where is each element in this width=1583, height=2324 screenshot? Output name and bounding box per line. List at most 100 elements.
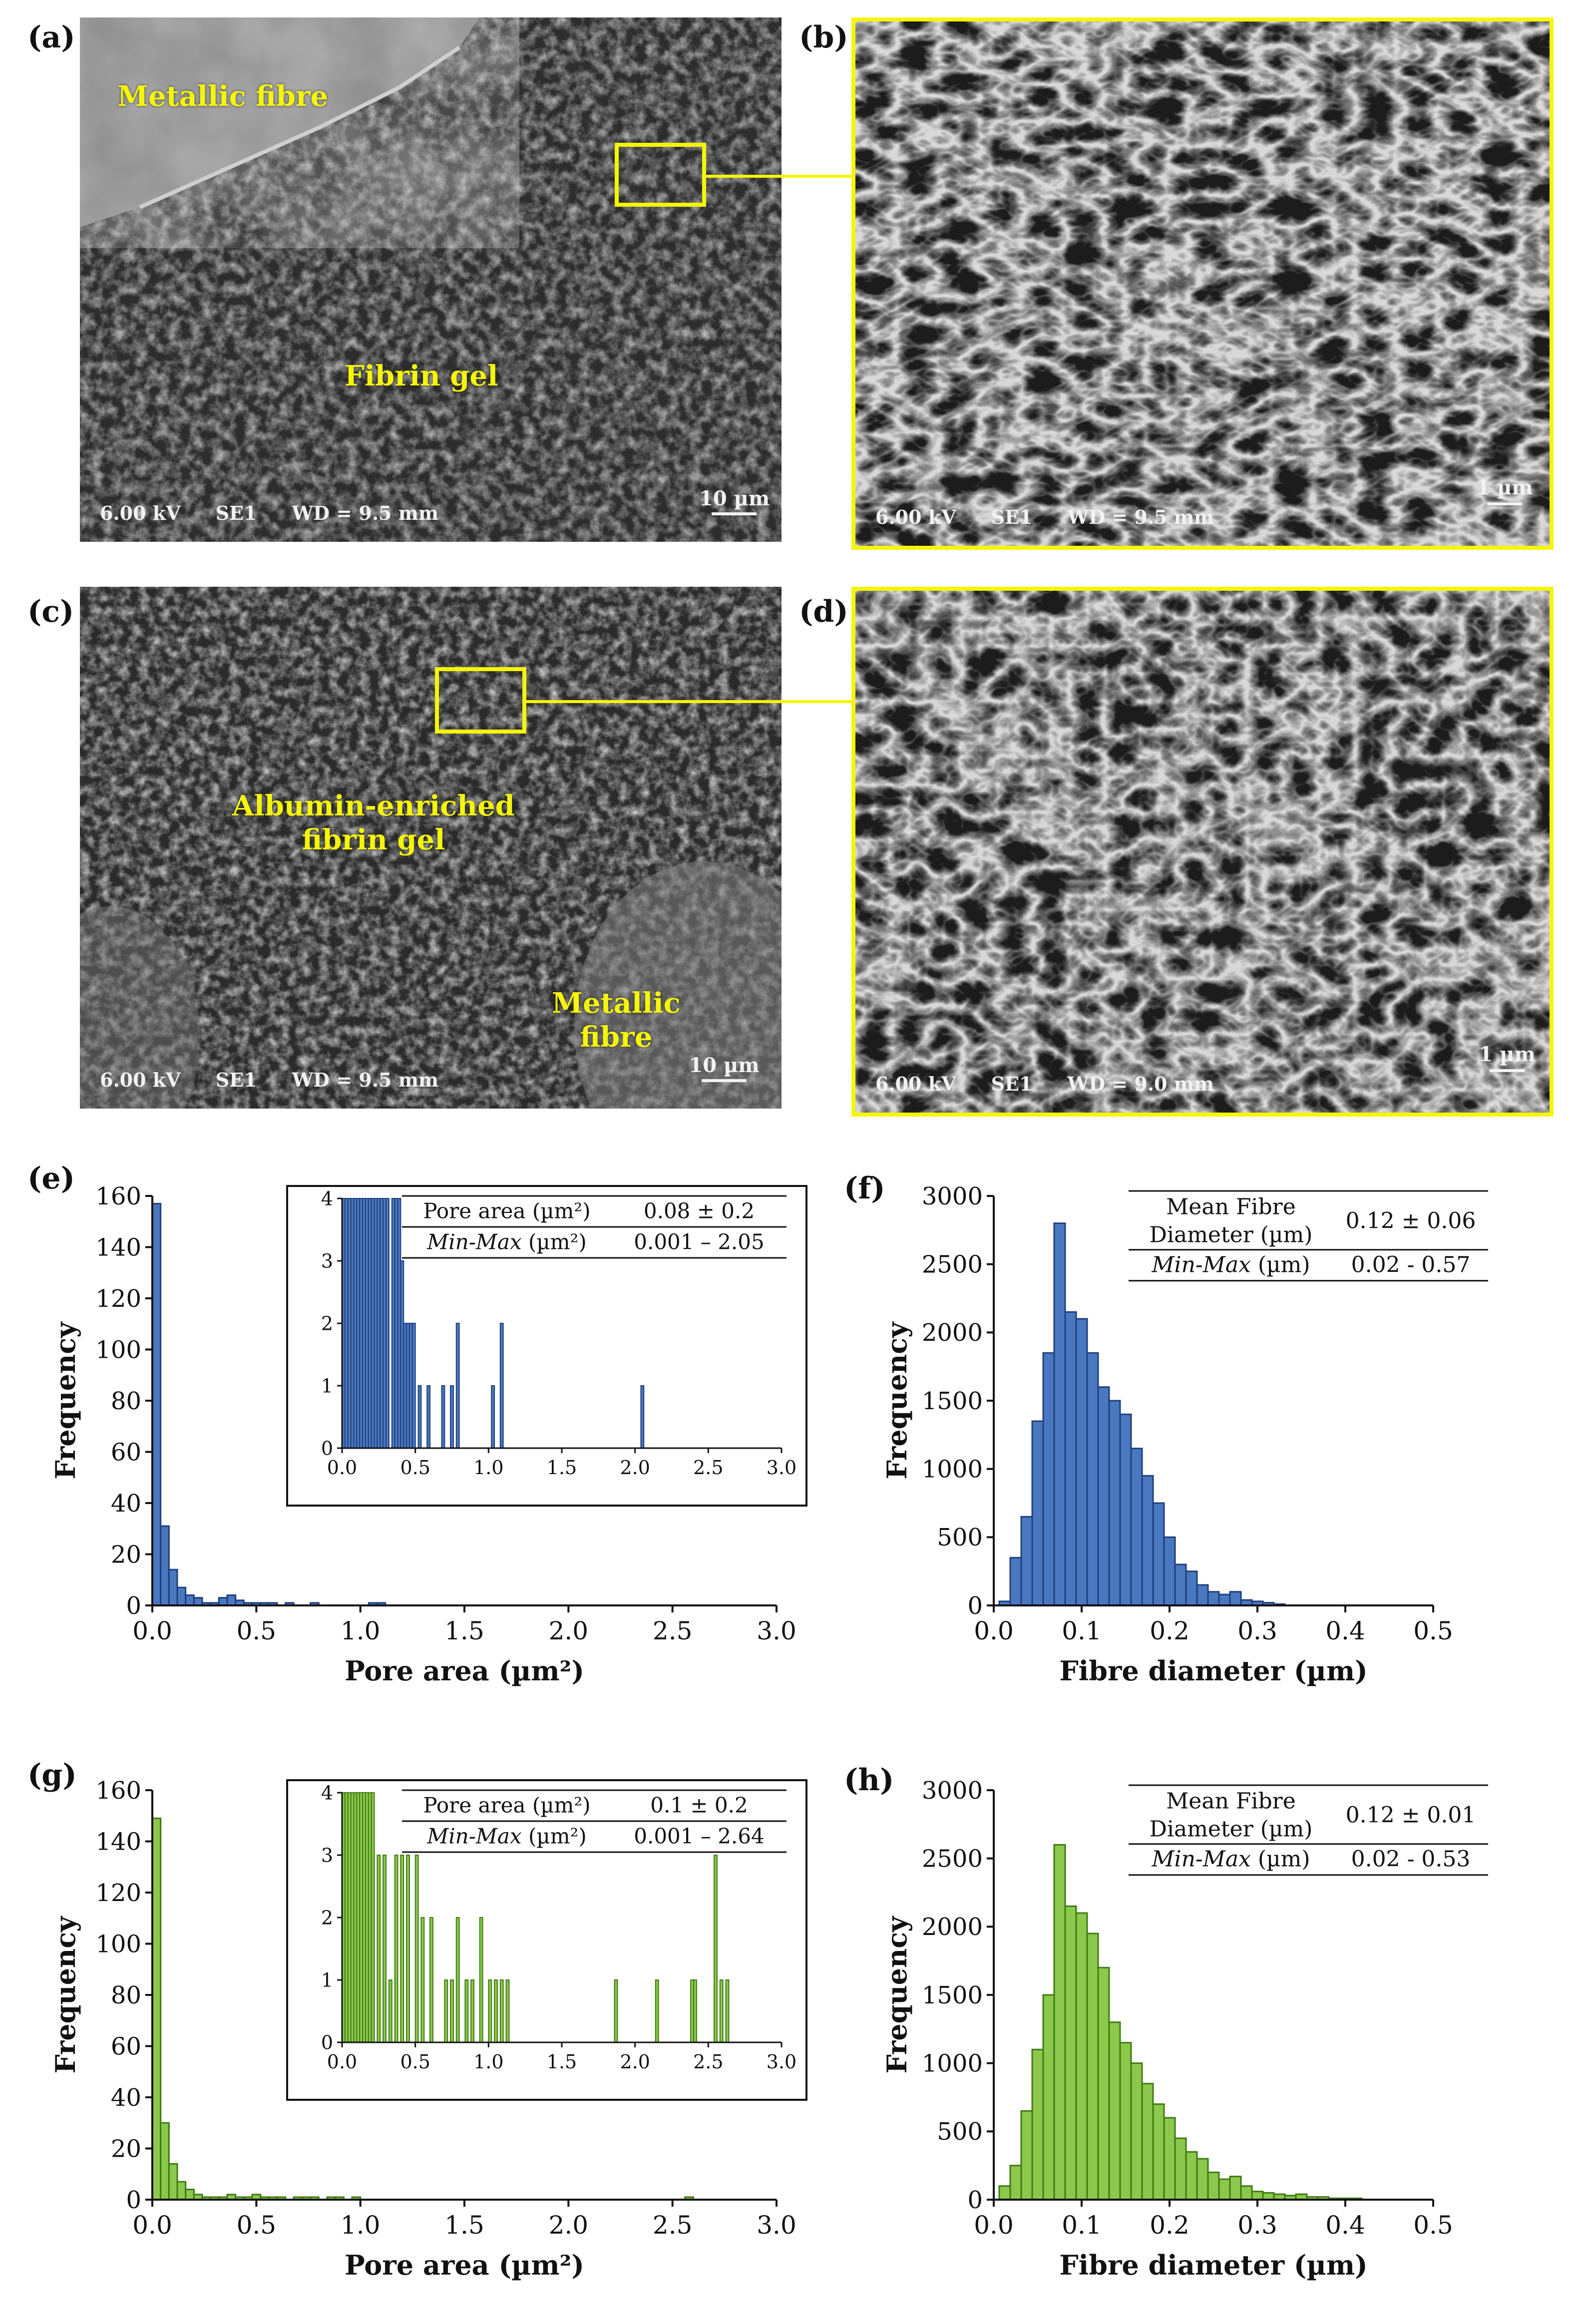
chart-e-x-axis-title: Pore area (µm²)	[345, 1655, 584, 1687]
chart-g-inset-bar	[420, 1917, 425, 2043]
chart-f-x-tick-label: 0.1	[1062, 1616, 1102, 1645]
chart-f-bar	[1086, 1352, 1099, 1606]
chart-h-bar	[1152, 2103, 1165, 2201]
chart-g-bar	[151, 1817, 162, 2201]
chart-h-bar	[1262, 2192, 1275, 2201]
chart-e-inset-bar	[491, 1385, 495, 1449]
chart-g-bar	[176, 2181, 187, 2201]
chart-f-plot: 0.0 0.1 0.2 0.3 0.4 0.5 0 500 1000 1500 2000 2500 30…	[922, 1182, 1453, 1645]
chart-g-inset-bar	[414, 1855, 419, 2043]
chart-g-inset-y-tick-label: 0	[321, 2031, 333, 2053]
chart-h-bar	[1020, 2110, 1033, 2201]
chart-g-inset-x-tick-label: 0.5	[400, 2051, 430, 2073]
chart-h-x-tick-label: 0.1	[1062, 2211, 1102, 2240]
chart-e-bar	[193, 1597, 203, 1606]
chart-g-inset-bar	[614, 1979, 618, 2043]
chart-g-x-tick-label: 0.5	[237, 2211, 277, 2240]
panel-letter-a: (a)	[27, 20, 75, 55]
scale-bar-c: 10 µm	[679, 1054, 769, 1082]
chart-h-bar	[1196, 2158, 1209, 2201]
chart-f-stats-table-label: Min-Max (µm)	[1151, 1252, 1310, 1277]
chart-g-y-tick-label: 120	[95, 1879, 141, 1907]
chart-f-bar	[1185, 1570, 1198, 1606]
chart-f-bar	[1108, 1400, 1121, 1606]
chart-e-inset-y-tick-label: 4	[321, 1187, 333, 1209]
label-metallic-fibre: Metallic fibre	[117, 80, 329, 113]
chart-h-bar	[1163, 2117, 1176, 2201]
chart-e-inset-y-tick-label: 1	[321, 1375, 333, 1397]
chart-h-x-tick-label: 0.4	[1325, 2211, 1365, 2240]
chart-g-inset-bar	[693, 1979, 697, 2043]
chart-g-bar	[185, 2189, 195, 2201]
chart-e-bar	[168, 1568, 178, 1606]
histogram-pore-area-e: 0.0 0.5 1.0 1.5 2.0 2.5 3.00204060801001201401…	[49, 1182, 807, 1687]
chart-g-inset-bar	[499, 1979, 504, 2043]
chart-h-bar	[1086, 1933, 1099, 2201]
chart-f-stats-table-value: 0.12 ± 0.06	[1346, 1208, 1476, 1233]
chart-f-bar	[1130, 1448, 1143, 1606]
fibrin-network-texture-d	[855, 591, 1550, 1113]
chart-e-y-tick-label: 160	[95, 1182, 141, 1210]
chart-h-y-tick-label: 3000	[922, 1777, 983, 1805]
chart-g-inset-y-tick-label: 2	[321, 1907, 333, 1929]
chart-g-inset-bar	[377, 1855, 381, 2043]
chart-e-inset-bar	[411, 1323, 416, 1449]
histogram-fibre-diameter-f: 0.0 0.1 0.2 0.3 0.4 0.5 0 500 1000 1500 2000 2500 30…	[881, 1182, 1488, 1687]
zoom-connector-c	[524, 700, 854, 703]
chart-h-bar	[1075, 1912, 1088, 2201]
chart-e-bar	[218, 1597, 228, 1606]
chart-g-inset-bar	[725, 1979, 730, 2043]
chart-e-inset-x-tick-label: 2.5	[693, 1457, 723, 1479]
chart-e-inset-bar	[386, 1198, 390, 1449]
chart-e-inset-y-tick-label: 0	[321, 1437, 333, 1459]
chart-h-bar	[1119, 2042, 1132, 2201]
chart-e-inset-y-tick-label: 2	[321, 1312, 333, 1334]
histogram-pore-area-g: 0.0 0.5 1.0 1.5 2.0 2.5 3.00204060801001201401…	[49, 1777, 807, 2281]
chart-e-inset-bar	[499, 1323, 504, 1449]
chart-g-inset-y-tick-label: 1	[321, 1969, 333, 1991]
chart-e-x-tick-label: 3.0	[757, 1616, 796, 1645]
chart-g-inset-bar	[429, 1917, 433, 2043]
chart-f-bar	[1218, 1593, 1231, 1606]
sem-image-d: 6.00 kV SE1 WD = 9.0 mm 1 µm	[851, 587, 1554, 1117]
chart-g-inset-bar	[444, 1979, 448, 2043]
chart-h-x-tick-label: 0.0	[974, 2211, 1014, 2240]
chart-e-inset-x-tick-label: 0.0	[327, 1457, 357, 1479]
chart-h-bar	[1009, 2165, 1022, 2201]
chart-g-bar	[168, 2163, 178, 2201]
panel-letter-f: (f)	[844, 1171, 885, 1206]
chart-e-x-tick-label: 0.5	[237, 1616, 277, 1645]
chart-g-x-tick-label: 0.0	[132, 2211, 172, 2240]
chart-g-inset-bar	[655, 1979, 659, 2043]
chart-g-x-tick-label: 1.0	[341, 2211, 381, 2240]
chart-g-inset-x-tick-label: 3.0	[767, 2051, 796, 2073]
chart-g-y-tick-label: 60	[111, 2032, 141, 2060]
sem-info-c: 6.00 kV SE1 WD = 9.5 mm	[100, 1069, 439, 1091]
chart-h-stats-table-label: Min-Max (µm)	[1151, 1846, 1310, 1872]
chart-h-bar	[1053, 1844, 1066, 2201]
chart-h-bar	[1240, 2185, 1253, 2201]
chart-h-y-tick-label: 0	[967, 2186, 983, 2214]
chart-e-y-tick-label: 40	[111, 1490, 141, 1518]
chart-g-y-tick-label: 20	[111, 2135, 141, 2163]
chart-g-stats-table-value: 0.1 ± 0.2	[650, 1793, 748, 1818]
chart-g-y-tick-label: 80	[111, 1981, 141, 2009]
chart-e-bar	[151, 1202, 162, 1606]
chart-e-inset-bar	[426, 1385, 431, 1449]
sem-image-c: Albumin-enriched fibrin gel Metallic fibre…	[80, 587, 782, 1109]
chart-f-y-tick-label: 500	[937, 1524, 983, 1551]
chart-f-y-tick-label: 1500	[922, 1387, 983, 1415]
chart-f-bar	[1229, 1591, 1242, 1606]
fibrin-network-texture-c	[80, 587, 782, 1109]
chart-g-inset-x-tick-label: 2.5	[693, 2051, 723, 2073]
chart-f-x-axis-title: Fibre diameter (µm)	[1059, 1655, 1367, 1687]
zoom-connector-a	[704, 175, 854, 178]
chart-e-x-tick-label: 2.5	[653, 1616, 693, 1645]
chart-g-stats-table-value: 0.001 – 2.64	[634, 1824, 764, 1849]
chart-h-y-tick-label: 1500	[922, 1981, 983, 2009]
label-metallic-fibre-c: Metallic fibre	[552, 987, 681, 1054]
chart-h-y-tick-label: 500	[937, 2118, 983, 2146]
chart-e-y-tick-label: 80	[111, 1387, 141, 1415]
chart-e-y-axis-title: Frequency	[49, 1321, 81, 1480]
